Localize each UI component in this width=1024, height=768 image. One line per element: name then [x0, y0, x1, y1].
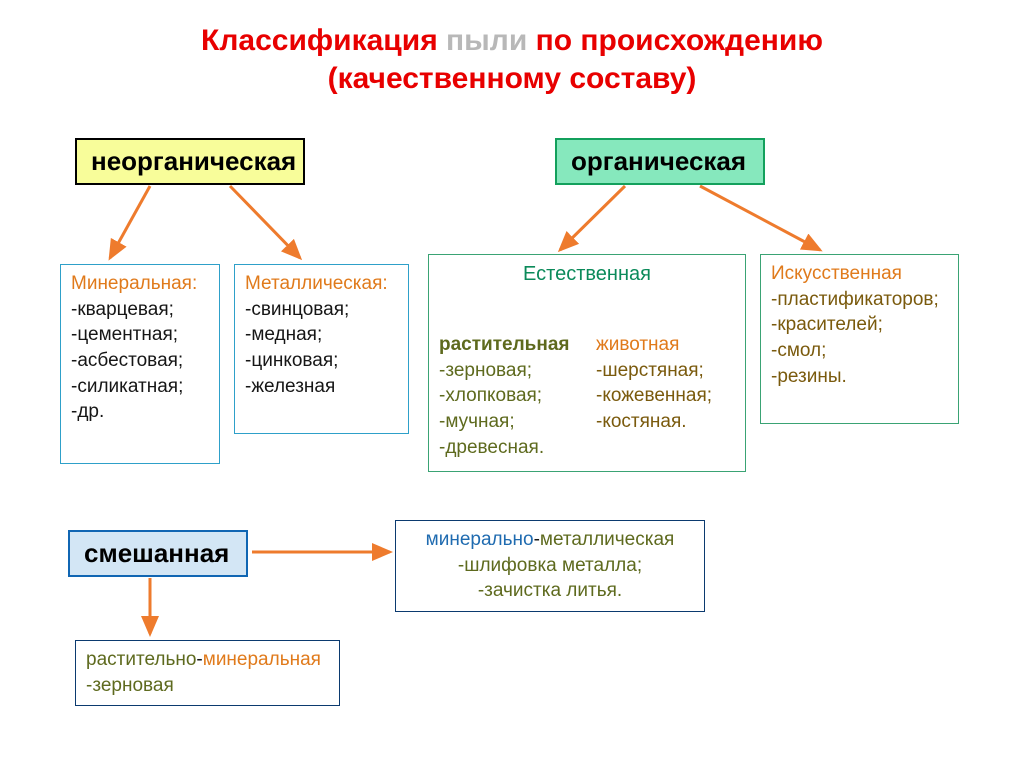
artificial-item: -смол; [771, 338, 948, 364]
metal-item: -медная; [245, 322, 398, 348]
plant-head: растительная [439, 332, 578, 358]
mm-line1: минерально-металлическая [406, 527, 694, 553]
metal-item: -железная [245, 374, 398, 400]
mineral-item: -силикатная; [71, 374, 209, 400]
box-plant-mineral: растительно-минеральная -зерновая [75, 640, 340, 706]
pm-line2: -зерновая [86, 673, 329, 699]
plant-item: -хлопковая; [439, 383, 578, 409]
box-artificial: Искусственная -пластификаторов; -красите… [760, 254, 959, 424]
mineral-item: -кварцевая; [71, 297, 209, 323]
plant-item: -зерновая; [439, 358, 578, 384]
organic-label: органическая [571, 146, 746, 176]
mineral-item: -асбестовая; [71, 348, 209, 374]
title-part1: Классификация [201, 24, 446, 57]
animal-head: животная [596, 332, 735, 358]
animal-item: -шерстяная; [596, 358, 735, 384]
artificial-item: -резины. [771, 364, 948, 390]
category-organic: органическая [555, 138, 765, 185]
mineral-item: -цементная; [71, 322, 209, 348]
animal-item: -костяная. [596, 409, 735, 435]
mixed-label: смешанная [84, 538, 229, 568]
metal-item: -свинцовая; [245, 297, 398, 323]
category-inorganic: неорганическая [75, 138, 305, 185]
title-gray: пыли [446, 24, 527, 57]
page-title: Классификация пыли по происхождению (кач… [0, 0, 1024, 97]
artificial-item: -пластификаторов; [771, 287, 948, 313]
mineral-item: -др. [71, 399, 209, 425]
animal-item: -кожевенная; [596, 383, 735, 409]
plant-item: -древесная. [439, 435, 578, 461]
plant-item: -мучная; [439, 409, 578, 435]
box-mineral-metal: минерально-металлическая -шлифовка метал… [395, 520, 705, 612]
title-part2: по происхождению [527, 24, 823, 57]
box-metal: Металлическая: -свинцовая; -медная; -цин… [234, 264, 409, 434]
category-mixed: смешанная [68, 530, 248, 577]
inorganic-label: неорганическая [91, 146, 296, 176]
natural-head: Естественная [439, 261, 735, 288]
box-natural: Естественная растительная -зерновая; -хл… [428, 254, 746, 472]
pm-line1: растительно-минеральная [86, 647, 329, 673]
title-line2: (качественному составу) [328, 62, 697, 95]
mineral-head: Минеральная: [71, 271, 209, 297]
artificial-head: Искусственная [771, 261, 948, 287]
box-mineral: Минеральная: -кварцевая; -цементная; -ас… [60, 264, 220, 464]
mm-line3: -зачистка литья. [406, 578, 694, 604]
mm-line2: -шлифовка металла; [406, 553, 694, 579]
metal-item: -цинковая; [245, 348, 398, 374]
artificial-item: -красителей; [771, 312, 948, 338]
metal-head: Металлическая: [245, 271, 398, 297]
